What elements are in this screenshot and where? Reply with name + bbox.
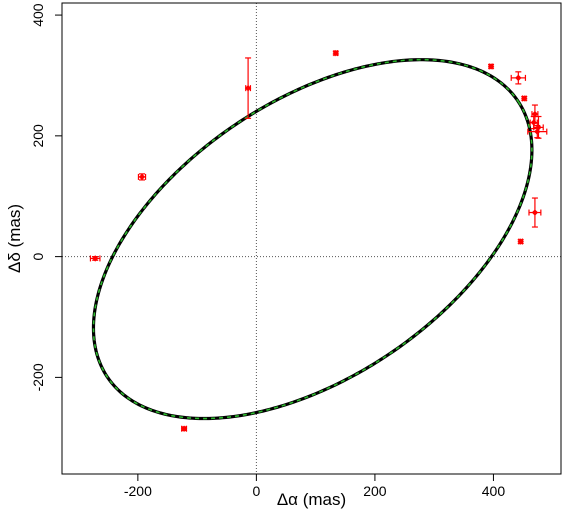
reference-lines	[62, 3, 561, 474]
data-point	[521, 95, 528, 102]
plot-frame	[61, 2, 562, 475]
x-axis-label: Δα (mas)	[277, 490, 346, 509]
data-point	[332, 49, 339, 57]
point-marker	[530, 119, 537, 126]
y-tick-label: 0	[30, 253, 46, 261]
orbit-dashed-line	[92, 58, 533, 420]
point-marker	[534, 128, 541, 135]
point-marker	[91, 255, 99, 262]
point-marker	[517, 238, 524, 245]
point-marker	[535, 124, 542, 131]
point-marker	[487, 63, 495, 70]
point-marker	[180, 425, 188, 432]
y-axis: -200 0 200 400	[30, 3, 62, 391]
data-point	[527, 124, 548, 139]
point-marker	[531, 209, 539, 216]
orbit-solid-line	[91, 58, 534, 421]
x-tick-label: 0	[252, 483, 260, 499]
data-point	[510, 71, 527, 85]
x-tick-label: -200	[124, 483, 152, 499]
point-marker	[521, 95, 528, 102]
point-marker	[531, 110, 539, 118]
data-points	[89, 49, 548, 432]
y-axis-label: Δδ (mas)	[5, 204, 24, 273]
data-point	[528, 197, 542, 228]
y-tick-label: 200	[30, 124, 46, 148]
y-tick-label: 400	[30, 3, 46, 27]
x-axis: -200 0 200 400	[124, 474, 505, 499]
point-marker	[138, 173, 146, 181]
data-point	[487, 63, 495, 70]
y-tick-label: -200	[30, 363, 46, 391]
point-marker	[515, 74, 522, 82]
data-point	[137, 173, 147, 181]
data-point	[517, 238, 524, 245]
x-tick-label: 400	[482, 483, 506, 499]
data-point	[244, 57, 252, 119]
orbit-ellipse	[91, 58, 534, 421]
data-point	[533, 115, 544, 139]
x-tick-label: 200	[363, 483, 387, 499]
data-point	[89, 255, 101, 262]
data-point	[180, 425, 188, 432]
point-marker	[332, 49, 339, 57]
point-marker	[244, 84, 252, 92]
